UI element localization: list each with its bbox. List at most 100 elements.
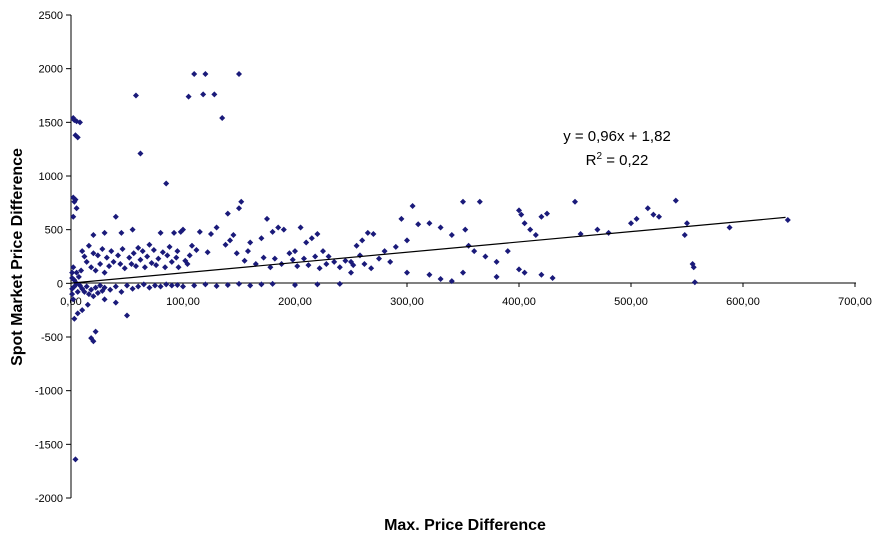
data-point xyxy=(81,253,88,260)
data-point xyxy=(101,269,108,276)
data-point xyxy=(350,262,357,269)
data-point xyxy=(280,226,287,233)
data-point xyxy=(157,229,164,236)
data-point xyxy=(129,285,136,292)
data-point xyxy=(106,263,113,270)
data-point xyxy=(94,289,101,296)
data-point xyxy=(162,264,169,271)
data-point xyxy=(71,198,78,205)
data-point xyxy=(108,248,115,255)
data-point xyxy=(269,228,276,235)
data-point xyxy=(269,280,276,287)
data-point xyxy=(184,261,191,268)
data-point xyxy=(227,237,234,244)
data-point xyxy=(128,261,135,268)
data-point xyxy=(224,281,231,288)
data-point xyxy=(398,215,405,222)
data-point xyxy=(132,92,139,99)
data-point xyxy=(681,232,688,239)
data-point xyxy=(238,198,245,205)
data-point xyxy=(140,281,147,288)
data-point xyxy=(691,279,698,286)
data-point xyxy=(75,273,82,280)
data-point xyxy=(186,252,193,259)
y-tick-label: -1500 xyxy=(35,439,63,451)
data-point xyxy=(650,211,657,218)
data-point xyxy=(173,254,180,261)
data-point xyxy=(112,283,119,290)
data-point xyxy=(236,205,242,212)
data-point xyxy=(314,230,321,237)
x-tick-label: 500,00 xyxy=(614,296,648,308)
data-point xyxy=(69,291,76,298)
data-point xyxy=(132,263,139,270)
data-point xyxy=(219,115,226,122)
data-point xyxy=(101,229,108,236)
data-point xyxy=(336,264,343,271)
data-point xyxy=(368,265,375,272)
data-point xyxy=(656,213,662,220)
data-point xyxy=(264,215,270,222)
y-tick-label: 1000 xyxy=(39,171,63,183)
data-point xyxy=(171,229,178,236)
data-point xyxy=(73,205,80,212)
y-axis-ticks: 2500 2000 1500 1000 500 0 -500 -1000 -1500 -2000 xyxy=(35,10,71,505)
data-point xyxy=(71,315,78,322)
data-point xyxy=(222,241,229,248)
data-point xyxy=(94,252,101,259)
data-point xyxy=(107,286,114,293)
data-point xyxy=(69,269,76,276)
data-point xyxy=(460,198,466,205)
data-point xyxy=(90,232,97,239)
data-point xyxy=(163,180,170,187)
data-point xyxy=(211,91,218,98)
data-point xyxy=(404,269,410,276)
data-point xyxy=(118,288,125,295)
data-point xyxy=(323,261,330,268)
data-point xyxy=(126,254,133,261)
data-point xyxy=(247,239,254,246)
data-point xyxy=(415,221,422,228)
data-point xyxy=(152,282,158,289)
data-point xyxy=(83,283,90,290)
data-point xyxy=(271,255,278,262)
data-point xyxy=(213,283,220,290)
data-point xyxy=(130,250,137,257)
data-point xyxy=(90,293,97,300)
data-point xyxy=(471,248,478,255)
y-tick-label: 1500 xyxy=(39,117,63,129)
data-point xyxy=(81,288,88,295)
data-point xyxy=(233,250,240,257)
data-point xyxy=(118,229,125,236)
data-point xyxy=(90,338,97,345)
data-point xyxy=(97,282,104,289)
data-point xyxy=(644,205,651,212)
data-point xyxy=(320,248,326,255)
data-point xyxy=(200,91,207,98)
data-point xyxy=(185,93,192,100)
data-point xyxy=(359,237,366,244)
data-point xyxy=(305,262,312,269)
data-point xyxy=(97,261,104,268)
x-tick-label: 400,00 xyxy=(502,296,536,308)
data-point xyxy=(76,282,83,289)
data-point xyxy=(314,281,321,288)
data-point xyxy=(726,224,733,231)
data-point xyxy=(325,253,332,260)
trendline-equation: y = 0,96x + 1,82 R2 = 0,22 xyxy=(563,128,671,169)
data-point xyxy=(112,299,119,306)
data-point xyxy=(73,269,80,276)
data-point xyxy=(204,249,211,256)
data-point xyxy=(121,265,128,272)
data-point xyxy=(236,280,242,287)
data-point xyxy=(404,237,410,244)
data-point xyxy=(476,198,483,205)
data-point xyxy=(168,258,175,265)
data-point xyxy=(74,310,81,317)
y-tick-label: 2000 xyxy=(39,64,63,76)
data-point xyxy=(784,217,791,224)
data-point xyxy=(196,228,203,235)
data-point xyxy=(163,281,170,288)
y-tick-label: 0 xyxy=(57,278,63,290)
data-point xyxy=(208,230,214,237)
